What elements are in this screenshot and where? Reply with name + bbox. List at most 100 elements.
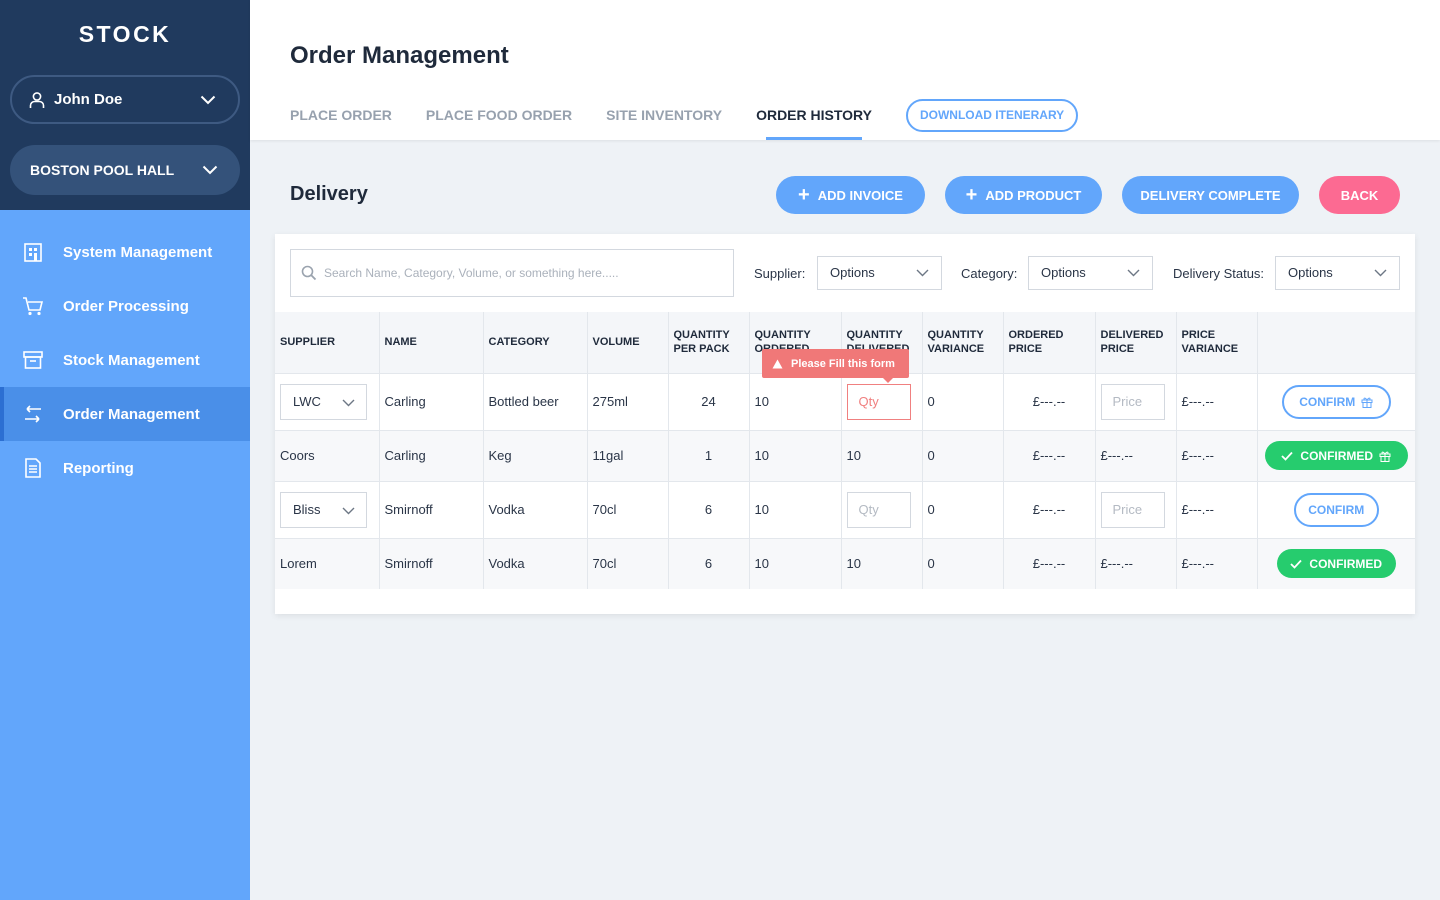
button-label: ADD PRODUCT bbox=[985, 187, 1082, 203]
download-itinerary-button[interactable]: DOWNLOAD ITENERARY bbox=[905, 98, 1079, 132]
chevron-down-icon bbox=[916, 269, 929, 277]
name-cell: Carling bbox=[379, 430, 484, 481]
category-cell: Vodka bbox=[483, 481, 588, 538]
sidebar-item-stock-management[interactable]: Stock Management bbox=[0, 333, 250, 387]
delivery-status-filter-select[interactable]: Options bbox=[1275, 256, 1400, 290]
column-header: SUPPLIER bbox=[275, 312, 380, 373]
select-value: Options bbox=[1288, 265, 1333, 280]
per-pack-cell: 1 bbox=[668, 430, 750, 481]
confirm-button[interactable]: CONFIRM bbox=[1281, 384, 1391, 419]
column-header-actions bbox=[1257, 312, 1415, 373]
tooltip-text: Please Fill this form bbox=[791, 357, 895, 370]
confirm-button[interactable]: CONFIRM bbox=[1293, 492, 1379, 527]
select-value: Options bbox=[830, 265, 875, 280]
chevron-down-icon bbox=[1374, 269, 1387, 277]
sidebar-item-reporting[interactable]: Reporting bbox=[0, 441, 250, 495]
delivery-table: SUPPLIER NAME CATEGORY VOLUME QUANTITY P… bbox=[275, 312, 1415, 589]
supplier-filter-label: Supplier: bbox=[754, 266, 806, 281]
table-row: Coors Carling Keg 11gal 1 10 10 0 £---.-… bbox=[275, 430, 1415, 481]
column-header: QUANTITY PER PACK bbox=[668, 312, 750, 373]
add-product-button[interactable]: + ADD PRODUCT bbox=[945, 176, 1102, 214]
chevron-down-icon bbox=[342, 399, 355, 406]
quantity-delivered-input[interactable] bbox=[846, 383, 911, 420]
action-cell: CONFIRMED bbox=[1257, 538, 1415, 589]
chevron-down-icon bbox=[342, 507, 355, 514]
name-cell: Carling bbox=[379, 373, 484, 430]
volume-cell: 70cl bbox=[587, 538, 669, 589]
sidebar-item-label: System Management bbox=[63, 243, 213, 261]
category-cell: Bottled beer bbox=[483, 373, 588, 430]
supplier-dropdown[interactable]: Bliss bbox=[280, 491, 367, 528]
supplier-cell: Bliss bbox=[275, 481, 380, 538]
ordered-price-cell: £---.-- bbox=[1003, 373, 1096, 430]
variance-cell: 0 bbox=[922, 538, 1004, 589]
delivered-cell bbox=[841, 373, 923, 430]
category-cell: Vodka bbox=[483, 538, 588, 589]
price-variance-cell: £---.-- bbox=[1176, 538, 1258, 589]
check-icon bbox=[1281, 451, 1294, 461]
per-pack-cell: 24 bbox=[668, 373, 750, 430]
brand-logo: STOCK bbox=[78, 21, 172, 47]
delivered-price-cell: £---.-- bbox=[1095, 430, 1177, 481]
button-label: CONFIRMED bbox=[1309, 556, 1383, 571]
delivery-complete-button[interactable]: DELIVERY COMPLETE bbox=[1122, 176, 1299, 214]
venue-selector[interactable]: BOSTON POOL HALL bbox=[10, 145, 240, 195]
page-title: Order Management bbox=[290, 42, 509, 69]
delivered-price-input[interactable] bbox=[1100, 383, 1165, 420]
search-box bbox=[290, 249, 734, 297]
button-label: CONFIRM bbox=[1308, 502, 1365, 517]
per-pack-cell: 6 bbox=[668, 538, 750, 589]
validation-tooltip: Please Fill this form bbox=[762, 349, 909, 383]
chevron-down-icon bbox=[202, 165, 218, 175]
button-label: DELIVERY COMPLETE bbox=[1140, 187, 1281, 203]
column-header: ORDERED PRICE bbox=[1003, 312, 1096, 373]
section-title: Delivery bbox=[290, 183, 368, 205]
venue-name: BOSTON POOL HALL bbox=[30, 162, 175, 178]
price-variance-cell: £---.-- bbox=[1176, 373, 1258, 430]
quantity-delivered-input[interactable] bbox=[846, 491, 911, 528]
per-pack-cell: 6 bbox=[668, 481, 750, 538]
tab-place-food-order[interactable]: PLACE FOOD ORDER bbox=[425, 107, 573, 123]
confirmed-button[interactable]: CONFIRMED bbox=[1264, 441, 1408, 470]
sidebar-item-order-processing[interactable]: Order Processing bbox=[0, 279, 250, 333]
table-row: LWC Carling Bottled beer 275ml 24 10 0 £… bbox=[275, 373, 1415, 430]
column-header: CATEGORY bbox=[483, 312, 588, 373]
delivered-price-cell bbox=[1095, 481, 1177, 538]
tab-site-inventory[interactable]: SITE INVENTORY bbox=[606, 107, 723, 123]
user-icon bbox=[29, 91, 45, 108]
variance-cell: 0 bbox=[922, 430, 1004, 481]
sidebar-item-label: Order Management bbox=[63, 405, 200, 423]
button-label: BACK bbox=[1340, 187, 1379, 203]
confirmed-button[interactable]: CONFIRMED bbox=[1276, 549, 1396, 579]
building-icon bbox=[22, 241, 44, 263]
plus-icon: + bbox=[798, 184, 810, 206]
variance-cell: 0 bbox=[922, 373, 1004, 430]
supplier-filter-select[interactable]: Options bbox=[817, 256, 942, 290]
supplier-dropdown[interactable]: LWC bbox=[280, 383, 367, 420]
volume-cell: 275ml bbox=[587, 373, 669, 430]
sidebar-item-order-management[interactable]: Order Management bbox=[0, 387, 250, 441]
sidebar-item-system-management[interactable]: System Management bbox=[0, 225, 250, 279]
user-selector[interactable]: John Doe bbox=[10, 75, 240, 124]
sidebar-item-label: Reporting bbox=[63, 459, 134, 477]
delivery-card: Supplier: Options Category: Options Deli… bbox=[275, 234, 1415, 614]
tab-place-order[interactable]: PLACE ORDER bbox=[290, 107, 392, 123]
check-icon bbox=[1290, 559, 1303, 569]
user-name: John Doe bbox=[54, 91, 123, 108]
tab-order-history[interactable]: ORDER HISTORY bbox=[756, 98, 872, 140]
category-cell: Keg bbox=[483, 430, 588, 481]
sidebar-item-label: Stock Management bbox=[63, 351, 200, 369]
name-cell: Smirnoff bbox=[379, 481, 484, 538]
add-invoice-button[interactable]: + ADD INVOICE bbox=[776, 176, 925, 214]
back-button[interactable]: BACK bbox=[1319, 176, 1400, 214]
delivered-price-input[interactable] bbox=[1100, 491, 1165, 528]
ordered-cell: 10 bbox=[749, 373, 842, 430]
search-input[interactable] bbox=[324, 266, 724, 280]
category-filter-select[interactable]: Options bbox=[1028, 256, 1153, 290]
delivered-cell: 10 bbox=[841, 430, 923, 481]
price-variance-cell: £---.-- bbox=[1176, 481, 1258, 538]
delivery-status-filter-label: Delivery Status: bbox=[1173, 266, 1265, 281]
swap-arrows-icon bbox=[22, 403, 44, 425]
volume-cell: 70cl bbox=[587, 481, 669, 538]
select-value: Options bbox=[1041, 265, 1086, 280]
